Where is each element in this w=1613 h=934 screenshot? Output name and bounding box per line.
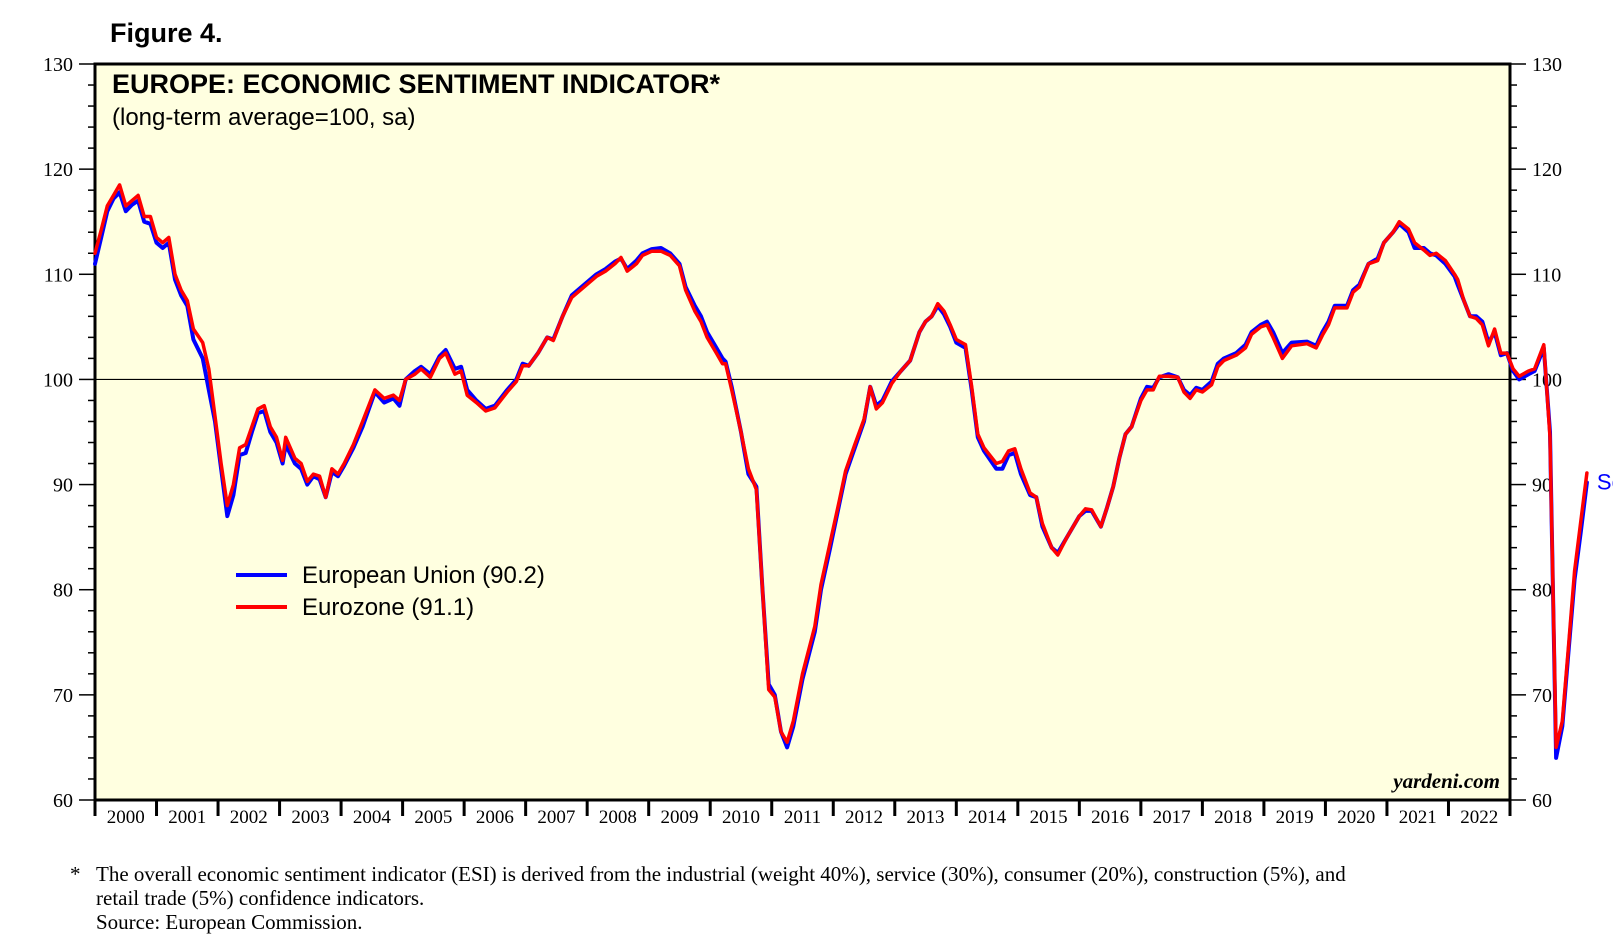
x-tick-label: 2014 — [968, 807, 1007, 828]
y-tick-label-left: 110 — [44, 264, 73, 286]
x-tick-label: 2020 — [1337, 807, 1375, 828]
x-tick-label: 2001 — [168, 807, 206, 828]
y-tick-label-right: 120 — [1532, 159, 1562, 181]
x-tick-label: 2006 — [476, 807, 514, 828]
x-tick-label: 2010 — [722, 807, 760, 828]
legend: European Union (90.2) Eurozone (91.1) — [236, 562, 545, 621]
x-tick-label: 2000 — [107, 807, 145, 828]
x-tick-label: 2022 — [1460, 807, 1498, 828]
x-tick-label: 2016 — [1091, 807, 1129, 828]
series-line-eurozone — [93, 183, 1589, 750]
footnote-line-1: The overall economic sentiment indicator… — [96, 862, 1346, 886]
x-tick-label: 2009 — [660, 807, 698, 828]
x-tick-label: 2015 — [1030, 807, 1068, 828]
footnote-line-2: retail trade (5%) confidence indicators. — [96, 886, 425, 910]
y-tick-label-left: 70 — [53, 685, 73, 707]
x-tick-label: 2002 — [230, 807, 268, 828]
figure-label: Figure 4. — [110, 18, 223, 48]
y-tick-label-left: 130 — [43, 54, 73, 76]
legend-label-eu: European Union (90.2) — [302, 562, 545, 589]
chart-subtitle: (long-term average=100, sa) — [112, 104, 416, 131]
y-tick-label-left: 90 — [53, 475, 73, 497]
x-tick-label: 2005 — [414, 807, 452, 828]
plot-area — [93, 62, 1512, 802]
series-layer — [93, 183, 1589, 760]
y-tick-label-right: 60 — [1532, 790, 1552, 812]
watermark: yardeni.com — [1390, 769, 1500, 793]
x-tick-label: 2019 — [1276, 807, 1314, 828]
end-label: Sep — [1597, 470, 1613, 495]
y-tick-label-right: 130 — [1532, 54, 1562, 76]
x-tick-label: 2018 — [1214, 807, 1252, 828]
x-tick-label: 2003 — [291, 807, 329, 828]
x-tick-label: 2004 — [353, 807, 392, 828]
x-tick-label: 2008 — [599, 807, 637, 828]
x-tick-label: 2021 — [1399, 807, 1437, 828]
y-tick-label-left: 120 — [43, 159, 73, 181]
y-tick-label-right: 90 — [1532, 475, 1552, 497]
y-tick-label-right: 80 — [1532, 580, 1552, 602]
chart-title: EUROPE: ECONOMIC SENTIMENT INDICATOR* — [112, 69, 721, 99]
x-tick-label: 2013 — [907, 807, 945, 828]
x-tick-label: 2007 — [537, 807, 575, 828]
x-tick-label: 2012 — [845, 807, 883, 828]
footnote-marker: * — [70, 862, 81, 886]
legend-label-ez: Eurozone (91.1) — [302, 594, 474, 621]
y-tick-label-right: 110 — [1532, 264, 1561, 286]
y-tick-label-left: 100 — [43, 369, 73, 391]
y-tick-label-left: 60 — [53, 790, 73, 812]
x-tick-label: 2017 — [1153, 807, 1191, 828]
y-tick-label-right: 70 — [1532, 685, 1552, 707]
footnote-source: Source: European Commission. — [96, 910, 363, 934]
y-tick-label-left: 80 — [53, 580, 73, 602]
x-tick-label: 2011 — [784, 807, 821, 828]
